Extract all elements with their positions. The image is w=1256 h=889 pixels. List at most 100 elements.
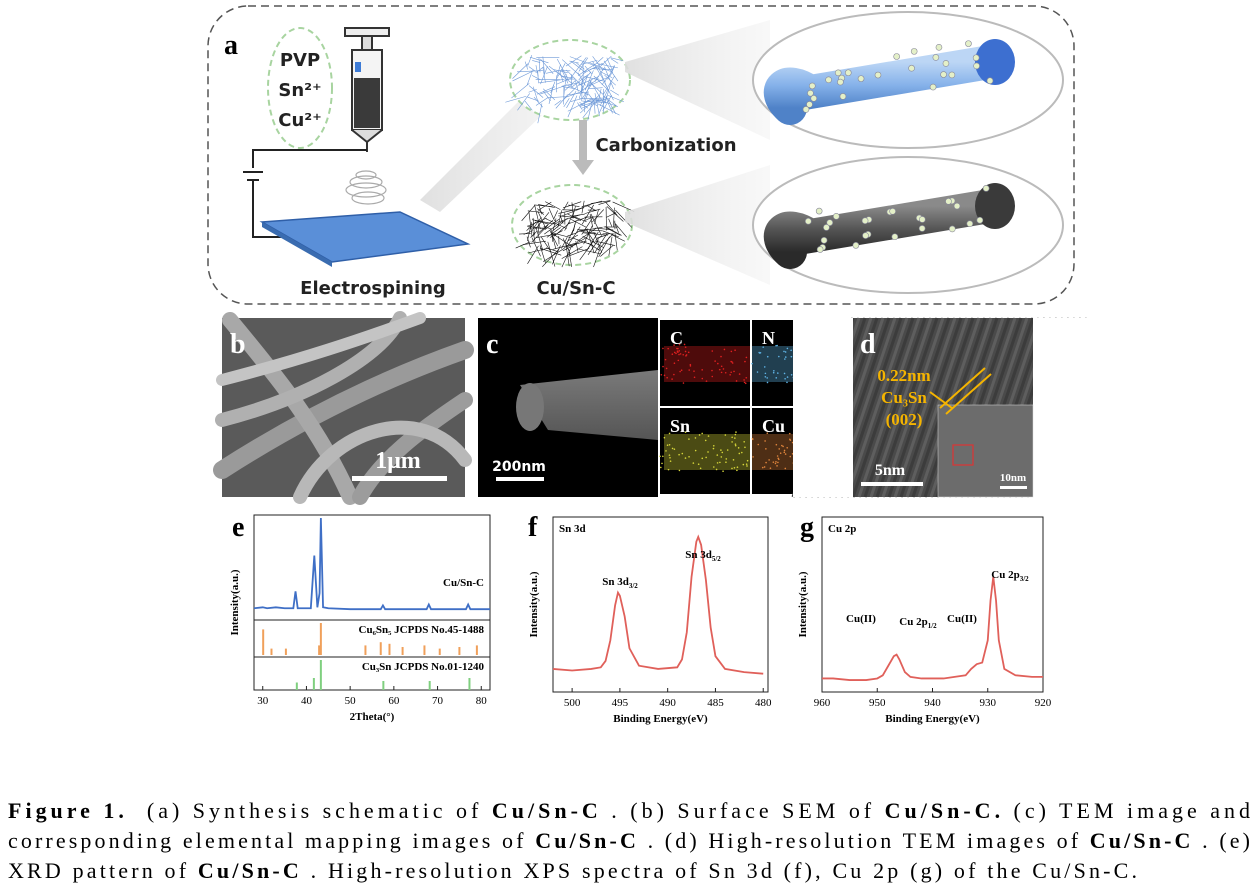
fiber [533, 96, 543, 108]
fiber [556, 76, 574, 85]
caption-segment: . (e) [1194, 828, 1250, 853]
fiber [603, 60, 619, 82]
map-dot [758, 351, 760, 354]
fiber [576, 62, 585, 70]
fiber [527, 96, 540, 102]
fiber [565, 55, 582, 67]
panel-label: c [486, 329, 498, 360]
map-dot [744, 446, 746, 449]
fiber [535, 65, 539, 77]
map-dot [765, 461, 767, 464]
map-dot [684, 457, 687, 459]
map-dot [684, 350, 687, 353]
peak-annotation: Cu(II) [947, 613, 977, 625]
plot-frame [253, 514, 491, 691]
map-dot [764, 372, 767, 375]
fiber [605, 226, 622, 236]
caption-segment: Cu/Sn-C [198, 858, 299, 883]
map-dot [667, 468, 670, 471]
map-dot [735, 431, 737, 433]
particle [891, 233, 899, 241]
x-tick-label: 50 [345, 695, 357, 707]
fiber [528, 247, 549, 254]
map-dot [734, 443, 737, 445]
map-dot [734, 437, 736, 439]
fiber-end [975, 183, 1015, 229]
x-tick-label: 500 [564, 697, 581, 709]
map-dot [766, 355, 769, 358]
fiber [550, 229, 557, 249]
fiber [524, 61, 529, 70]
element-label: Sn [670, 416, 690, 436]
map-dot [776, 344, 778, 347]
fiber [577, 226, 603, 233]
map-dot [744, 360, 746, 363]
scale-bar [496, 477, 544, 481]
fiber-tube [764, 189, 1007, 269]
fiber-mat [505, 54, 625, 124]
map-dot [779, 452, 782, 455]
particle [844, 69, 852, 77]
fiber [600, 71, 613, 79]
panel-c: c 200nm C N Sn Cu [478, 318, 842, 497]
map-dot [679, 370, 681, 373]
caption-segment: XRD pattern of [8, 858, 195, 883]
fiber [586, 230, 596, 244]
fiber [569, 60, 579, 64]
particle [832, 213, 840, 220]
map-dot [678, 469, 681, 472]
fiber [564, 213, 574, 231]
element-label: Cu [762, 416, 785, 436]
fringe-mask [1033, 318, 1093, 497]
map-dot [673, 351, 676, 354]
annotation-text: Cu 2p [899, 616, 927, 628]
x-tick-label: 480 [755, 697, 772, 709]
fiber [602, 75, 615, 96]
map-dot [763, 466, 766, 468]
particle [973, 62, 980, 70]
fiber [526, 70, 533, 86]
particle [972, 54, 980, 62]
fiber [604, 82, 614, 101]
fiber [566, 69, 584, 88]
fiber [548, 84, 554, 105]
fiber [564, 240, 587, 248]
caption-line: XRD pattern of Cu/Sn-C . High-resolution… [8, 858, 1137, 883]
map-dot [775, 460, 777, 463]
map-dot [683, 343, 686, 346]
map-dot [786, 381, 788, 384]
particle [976, 216, 984, 224]
map-dot [663, 374, 666, 377]
collector [259, 211, 471, 263]
map-dot [679, 353, 682, 355]
scale-label: 200nm [492, 459, 546, 475]
fiber [615, 209, 633, 228]
fiber [581, 200, 603, 207]
map-dot [777, 372, 779, 374]
particle [820, 236, 828, 244]
map-dot [720, 456, 723, 458]
particle [807, 89, 814, 97]
fiber [552, 242, 577, 250]
particle [893, 53, 900, 60]
fiber [578, 69, 588, 81]
particle [808, 82, 816, 90]
map-dot [689, 363, 692, 366]
caption-segment: corresponding elemental mapping images o… [8, 828, 532, 853]
peak-annotation: Sn 3d3/2 [602, 576, 638, 590]
map-dot [701, 432, 703, 435]
fiber [599, 89, 609, 107]
map-dot [745, 377, 748, 379]
map-dot [743, 441, 745, 443]
fiber [565, 245, 570, 267]
map-dot [693, 370, 695, 372]
series-label: Cu₆Sn₅ JCPDS No.45-1488 [359, 624, 485, 636]
particle [862, 232, 869, 239]
plot-frame [552, 516, 769, 693]
jet-spiral [345, 170, 387, 205]
fiber [606, 206, 624, 222]
fiber [589, 62, 614, 73]
fiber [606, 227, 621, 236]
map-dot [765, 448, 767, 450]
